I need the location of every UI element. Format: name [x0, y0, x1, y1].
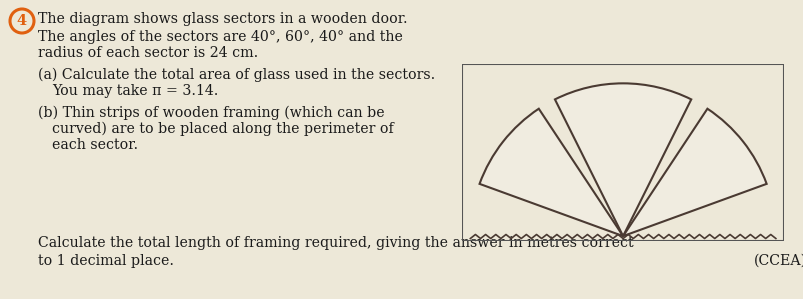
Wedge shape [554, 83, 691, 236]
Text: curved) are to be placed along the perimeter of: curved) are to be placed along the perim… [52, 122, 393, 136]
Text: The angles of the sectors are 40°, 60°, 40° and the: The angles of the sectors are 40°, 60°, … [38, 30, 402, 44]
Text: 4: 4 [17, 14, 27, 28]
Text: You may take π = 3.14.: You may take π = 3.14. [52, 84, 218, 98]
Text: to 1 decimal place.: to 1 decimal place. [38, 254, 173, 268]
Text: each sector.: each sector. [52, 138, 138, 152]
Text: (CCEA): (CCEA) [753, 254, 803, 268]
Text: (a) Calculate the total area of glass used in the sectors.: (a) Calculate the total area of glass us… [38, 68, 434, 82]
Wedge shape [479, 109, 622, 236]
Wedge shape [622, 109, 766, 236]
Text: Calculate the total length of framing required, giving the answer in metres corr: Calculate the total length of framing re… [38, 236, 633, 250]
Text: radius of each sector is 24 cm.: radius of each sector is 24 cm. [38, 46, 258, 60]
Text: The diagram shows glass sectors in a wooden door.: The diagram shows glass sectors in a woo… [38, 12, 407, 26]
Text: (b) Thin strips of wooden framing (which can be: (b) Thin strips of wooden framing (which… [38, 106, 384, 120]
